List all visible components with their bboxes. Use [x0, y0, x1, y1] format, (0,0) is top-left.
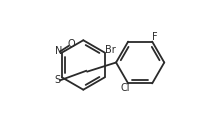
Text: S: S — [54, 75, 61, 85]
Text: Br: Br — [105, 45, 116, 55]
Text: O: O — [67, 39, 75, 49]
Text: F: F — [152, 32, 158, 42]
Text: N: N — [55, 46, 63, 56]
Text: Cl: Cl — [120, 83, 130, 93]
